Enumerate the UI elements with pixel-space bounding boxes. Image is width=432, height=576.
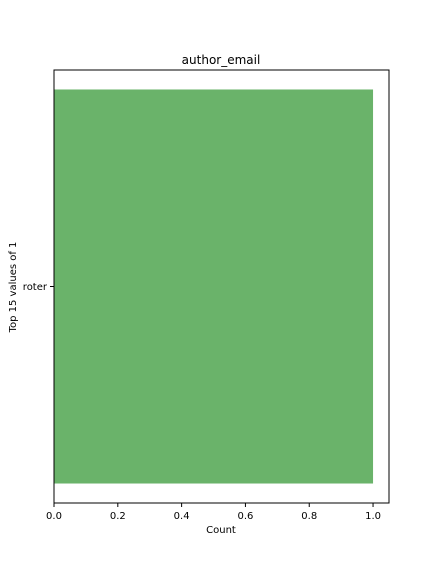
x-tick-label: 0.6 xyxy=(237,511,253,522)
x-axis: 0.0 0.2 0.4 0.6 0.8 1.0 xyxy=(46,503,381,522)
x-axis-label: Count xyxy=(206,525,236,536)
x-tick-label: 1.0 xyxy=(365,511,381,522)
bar xyxy=(54,89,374,484)
x-tick-label: 0.4 xyxy=(174,511,190,522)
x-tick-label: 0.2 xyxy=(110,511,126,522)
y-axis: roter xyxy=(23,282,54,293)
y-tick-label: roter xyxy=(23,282,48,293)
x-tick-label: 0.8 xyxy=(301,511,317,522)
chart-title: author_email xyxy=(182,53,261,67)
x-tick-label: 0.0 xyxy=(46,511,62,522)
plot-area xyxy=(54,89,374,484)
y-axis-label: Top 15 values of 1 xyxy=(8,242,19,334)
